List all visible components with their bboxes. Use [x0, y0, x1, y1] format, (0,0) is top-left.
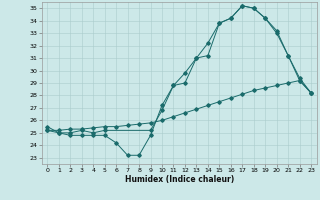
- X-axis label: Humidex (Indice chaleur): Humidex (Indice chaleur): [124, 175, 234, 184]
